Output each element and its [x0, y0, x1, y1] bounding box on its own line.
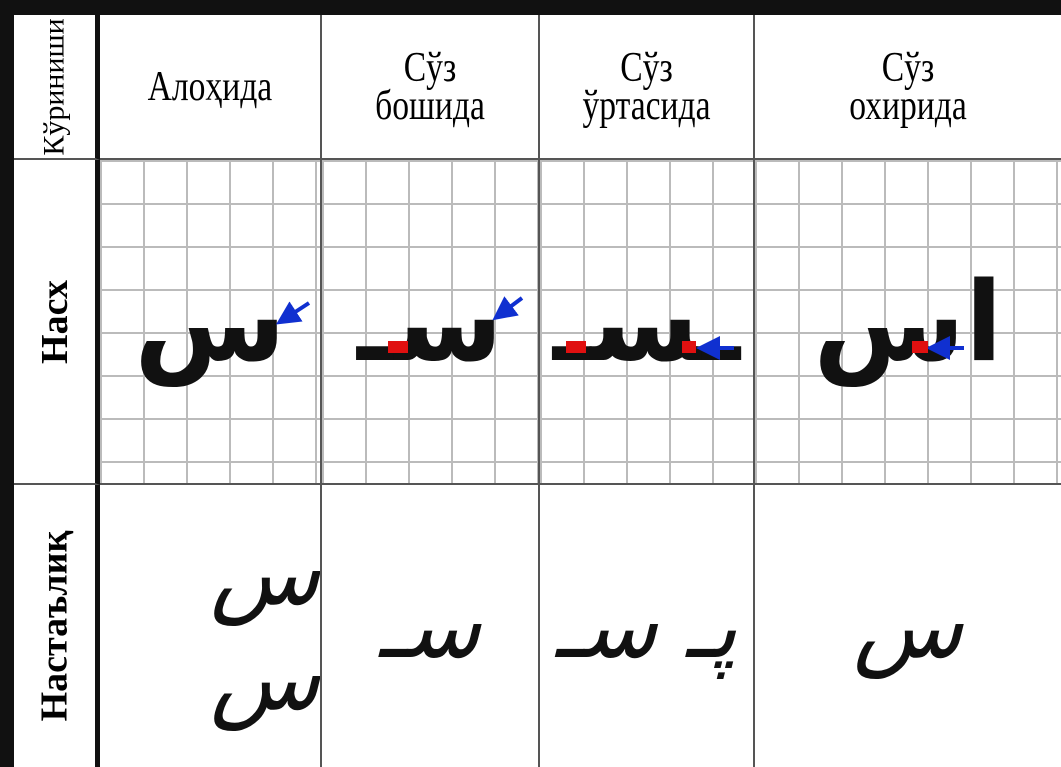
row-label-cell: Настаълиқ — [14, 485, 100, 767]
glyph-cell: سـ — [322, 485, 540, 767]
glyph: سـ — [379, 573, 481, 679]
header-cell: Сўз охирида — [755, 15, 1061, 160]
header-cell: Сўз ўртасида — [540, 15, 755, 160]
row-label-cell: Насх — [14, 160, 100, 485]
glyph-cell: س — [100, 160, 322, 485]
header-cell: Сўз бошида — [322, 15, 540, 160]
header-cell: Алоҳида — [100, 15, 322, 160]
glyph: سـ — [357, 257, 503, 386]
glyph-cell: اس — [755, 160, 1061, 485]
glyph-cell: س س — [100, 485, 322, 767]
row-label: Настаълиқ — [33, 530, 76, 722]
header-text: Сўз охирида — [849, 44, 967, 129]
glyph-cell: ـسـ — [540, 160, 755, 485]
header-text: Алоҳида — [147, 63, 273, 110]
glyph-cell: پـ سـ — [540, 485, 755, 767]
glyph: س س — [210, 521, 320, 731]
glyph-cell: سـ — [322, 160, 540, 485]
header-text: Сўз ўртасида — [582, 44, 711, 129]
row-label: Насх — [33, 279, 76, 364]
glyph-cell: س — [755, 485, 1061, 767]
corner-cell: Кўриниши — [14, 15, 100, 160]
glyph: س — [134, 257, 286, 386]
glyph: پـ سـ — [555, 573, 738, 679]
header-text: Сўз бошида — [375, 44, 485, 129]
glyph: ـسـ — [552, 257, 741, 386]
corner-header: Кўриниши — [37, 17, 71, 156]
glyph: س — [853, 573, 963, 679]
glyph: اس — [813, 257, 1003, 386]
